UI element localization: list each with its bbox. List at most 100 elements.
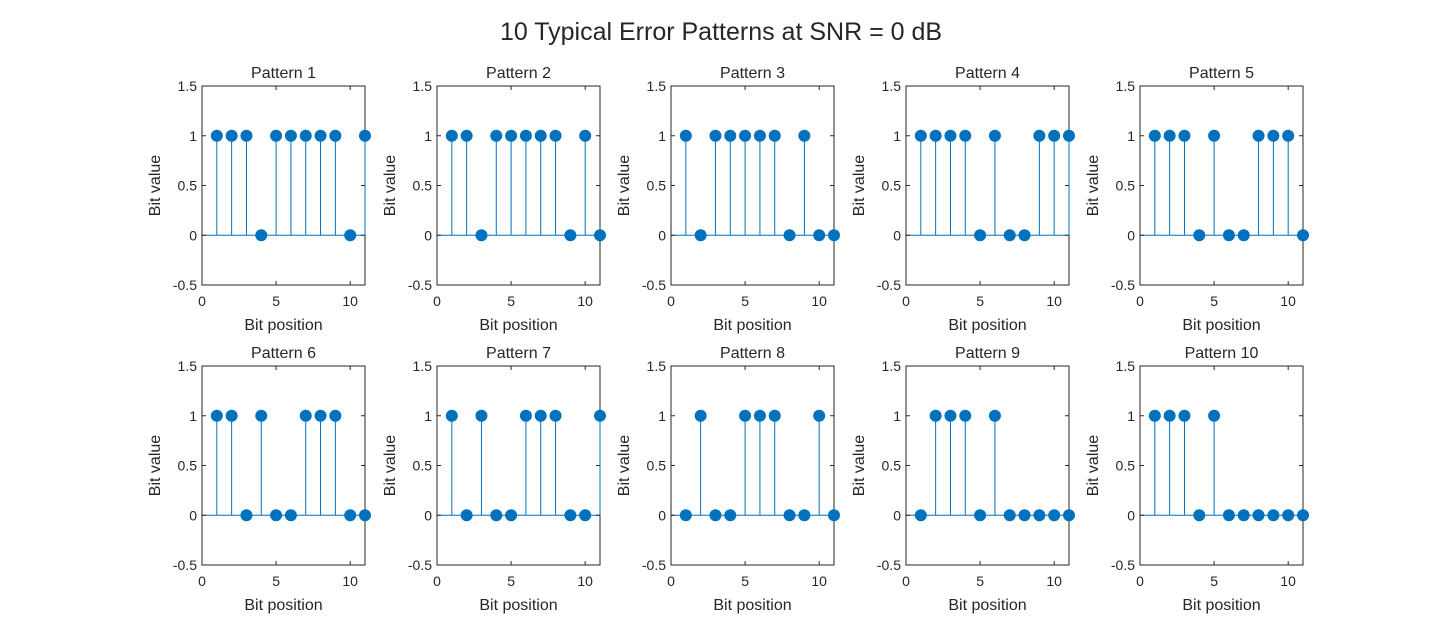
x-tick-label: 10 (1280, 293, 1296, 309)
stem-marker (709, 509, 722, 522)
axes-box (670, 365, 835, 566)
stem-marker (240, 129, 253, 142)
stem-marker (564, 229, 577, 242)
y-axis-label: Bit value (616, 155, 633, 216)
x-tick-label: 5 (507, 573, 515, 589)
y-tick-label: 0.5 (1116, 458, 1136, 474)
stem-marker (929, 129, 942, 142)
y-tick-label: 0.5 (1116, 178, 1136, 194)
y-tick-label: -0.5 (877, 557, 901, 573)
stem-marker (445, 409, 458, 422)
stem-marker (490, 129, 503, 142)
stem-marker (1178, 409, 1191, 422)
y-tick-label: 0.5 (647, 458, 667, 474)
stem-marker (225, 129, 238, 142)
y-tick-label: 1.5 (882, 358, 902, 374)
stem-marker (1222, 509, 1235, 522)
x-tick-label: 0 (667, 293, 675, 309)
x-tick-label: 0 (1136, 573, 1144, 589)
y-tick-label: 1 (189, 408, 197, 424)
stem-marker (679, 129, 692, 142)
stem-marker (1193, 509, 1206, 522)
stem-marker (359, 509, 371, 522)
stem-marker (1252, 129, 1265, 142)
stem-marker (240, 509, 253, 522)
axes-box (1139, 85, 1304, 286)
axes-box (436, 85, 601, 286)
y-tick-label: 1.5 (647, 358, 667, 374)
stem-marker (314, 129, 327, 142)
y-tick-label: 0 (893, 227, 901, 243)
y-tick-label: 1.5 (882, 78, 902, 94)
x-tick-label: 5 (976, 293, 984, 309)
y-tick-label: 1.5 (178, 78, 198, 94)
stem-marker (579, 129, 592, 142)
stem-marker (724, 129, 737, 142)
y-tick-label: -0.5 (1111, 277, 1135, 293)
stem-marker (549, 129, 562, 142)
stem-marker (1048, 129, 1061, 142)
x-axis-label: Bit position (1182, 597, 1260, 614)
axes-box (1139, 365, 1304, 566)
y-tick-label: 0.5 (882, 178, 902, 194)
stem-marker (225, 409, 238, 422)
stem-marker (724, 509, 737, 522)
y-tick-label: 1 (1127, 408, 1135, 424)
axes-box (905, 365, 1070, 566)
stem-marker (475, 229, 488, 242)
x-axis-label: Bit position (479, 317, 557, 334)
y-tick-label: 1 (893, 408, 901, 424)
x-tick-label: 5 (272, 573, 280, 589)
stem-marker (1178, 129, 1191, 142)
x-axis-label: Bit position (713, 317, 791, 334)
x-axis-label: Bit position (479, 597, 557, 614)
stem-marker (460, 129, 473, 142)
stem-marker (505, 129, 518, 142)
stem-marker (549, 409, 562, 422)
stem-marker (1282, 509, 1295, 522)
x-axis-label: Bit position (948, 597, 1026, 614)
subplot-title: Pattern 1 (251, 65, 316, 82)
stem-marker (534, 129, 547, 142)
y-axis-label: Bit value (1085, 435, 1102, 496)
stem-marker (344, 229, 357, 242)
y-tick-label: 1.5 (647, 78, 667, 94)
stem-marker (694, 409, 707, 422)
stem-marker (1033, 129, 1046, 142)
stem-marker (1163, 129, 1176, 142)
stem-marker (534, 409, 547, 422)
subplot-title: Pattern 7 (486, 345, 551, 362)
y-axis-label: Bit value (382, 435, 399, 496)
y-tick-label: 1 (658, 128, 666, 144)
x-tick-label: 10 (342, 293, 358, 309)
y-tick-label: 1.5 (413, 78, 433, 94)
stem-marker (270, 509, 283, 522)
y-tick-label: 0.5 (178, 178, 198, 194)
stem-marker (783, 229, 796, 242)
stem-marker (679, 509, 692, 522)
stem-marker (1237, 509, 1250, 522)
y-tick-label: -0.5 (408, 557, 432, 573)
stem-marker (359, 129, 371, 142)
y-tick-label: 0 (658, 227, 666, 243)
axes-box (905, 85, 1070, 286)
stem-marker (519, 409, 532, 422)
x-tick-label: 0 (667, 573, 675, 589)
y-axis-label: Bit value (616, 435, 633, 496)
x-tick-label: 10 (811, 573, 827, 589)
stem-marker (988, 129, 1001, 142)
x-tick-label: 10 (1046, 573, 1062, 589)
x-tick-label: 10 (577, 293, 593, 309)
x-tick-label: 10 (811, 293, 827, 309)
x-axis-label: Bit position (1182, 317, 1260, 334)
stem-marker (344, 509, 357, 522)
